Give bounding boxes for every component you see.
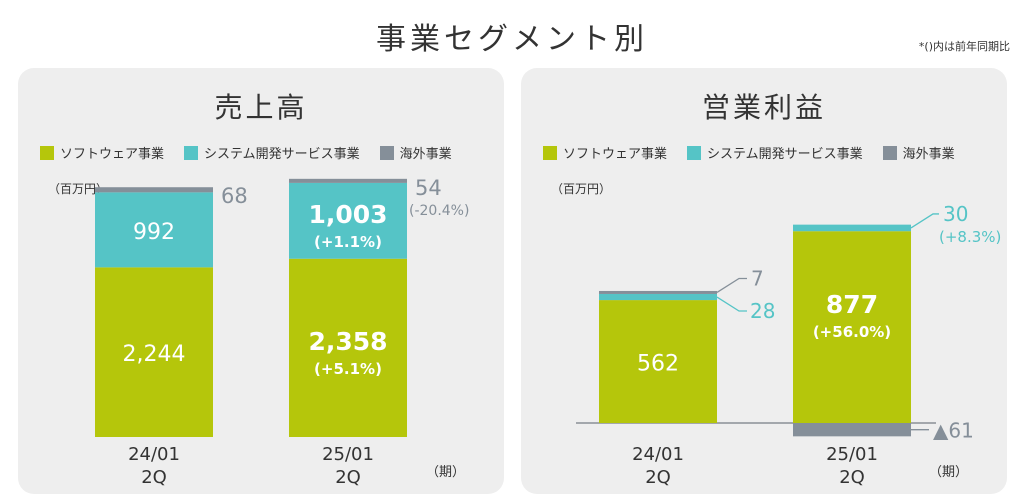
op-bar-software-0: [599, 300, 717, 423]
revenue-chart-panel: 売上高 ソフトウェア事業 システム開発サービス事業 海外事業 （百万円） 2,2…: [18, 68, 504, 494]
revenue-bar-software-1: [289, 258, 407, 437]
op-value-overseas-0: 7: [751, 266, 764, 290]
legend-swatch-overseas: [882, 145, 897, 160]
legend-item-software: ソフトウェア事業: [543, 143, 667, 162]
op-x-tick-period-1: 25/01: [826, 444, 878, 465]
revenue-value-overseas-0: 68: [221, 184, 248, 208]
legend-label-overseas: 海外事業: [399, 147, 452, 162]
operating-profit-plot: 56272824/012Q877(+56.0%)30(+8.3%)▲6125/0…: [576, 202, 1001, 488]
op-callout-line-system-1: [910, 213, 939, 229]
comparison-note: *()内は前年同期比: [918, 40, 1010, 53]
legend-label-system: システム開発サービス事業: [204, 147, 360, 162]
revenue-value-software-0: 2,244: [123, 342, 186, 367]
op-value-system-1: 30: [943, 202, 968, 226]
revenue-change-overseas-1: (-20.4%): [409, 203, 469, 219]
op-change-software-1: (+56.0%): [813, 323, 891, 341]
legend-item-system: システム開発サービス事業: [184, 143, 360, 162]
revenue-unit-label: （百万円）: [48, 182, 109, 196]
legend-label-system: システム開発サービス事業: [707, 147, 863, 162]
operating-profit-chart-title: 営業利益: [701, 91, 826, 124]
revenue-change-system-1: (+1.1%): [314, 233, 382, 251]
operating-profit-legend: ソフトウェア事業 システム開発サービス事業 海外事業: [543, 143, 955, 162]
op-callout-line-overseas-0: [716, 277, 747, 294]
revenue-value-system-0: 992: [133, 220, 175, 245]
op-change-system-1: (+8.3%): [939, 228, 1001, 246]
revenue-chart-title: 売上高: [214, 91, 308, 124]
revenue-value-overseas-1: 54: [415, 176, 442, 200]
legend-item-overseas: 海外事業: [882, 143, 955, 162]
op-bar-system-1: [793, 224, 911, 232]
revenue-period-label: （期）: [426, 465, 465, 480]
operating-profit-chart-panel: 営業利益 ソフトウェア事業 システム開発サービス事業 海外事業 （百万円） 56…: [521, 68, 1007, 494]
op-bar-overseas-0: [599, 290, 717, 294]
revenue-change-software-1: (+5.1%): [314, 360, 382, 378]
legend-swatch-system: [687, 145, 702, 160]
legend-item-overseas: 海外事業: [379, 143, 452, 162]
op-value-overseas-1: ▲61: [933, 419, 974, 443]
revenue-value-system-1: 1,003: [308, 200, 387, 229]
op-value-software-0: 562: [637, 352, 679, 377]
legend-swatch-overseas: [379, 145, 394, 160]
op-bar-overseas-1: [793, 423, 911, 437]
revenue-x-tick-quarter-0: 2Q: [141, 467, 167, 488]
legend-label-overseas: 海外事業: [902, 147, 955, 162]
op-bar-system-0: [599, 293, 717, 301]
legend-item-software: ソフトウェア事業: [40, 143, 164, 162]
revenue-bar-system-0: [95, 192, 213, 268]
op-value-software-1: 877: [826, 290, 878, 319]
revenue-x-tick-quarter-1: 2Q: [335, 467, 361, 488]
op-x-tick-period-0: 24/01: [632, 444, 684, 465]
op-callout-line-system-0: [716, 296, 747, 312]
revenue-legend: ソフトウェア事業 システム開発サービス事業 海外事業: [40, 143, 452, 162]
revenue-x-tick-period-1: 25/01: [322, 444, 374, 465]
op-period-label: （期）: [929, 465, 968, 480]
legend-swatch-system: [184, 145, 199, 160]
legend-label-software: ソフトウェア事業: [563, 147, 668, 162]
revenue-bar-overseas-0: [95, 187, 213, 193]
revenue-plot: 2,2449926824/012Q2,358(+5.1%)1,003(+1.1%…: [95, 176, 469, 488]
revenue-bar-system-1: [289, 182, 407, 259]
revenue-bar-software-0: [95, 267, 213, 437]
operating-profit-unit-label: （百万円）: [551, 182, 612, 196]
op-value-system-0: 28: [750, 299, 775, 323]
legend-swatch-software: [543, 145, 557, 160]
page-title: 事業セグメント別: [376, 22, 648, 57]
legend-item-system: システム開発サービス事業: [687, 143, 863, 162]
revenue-x-tick-period-0: 24/01: [128, 444, 180, 465]
revenue-bar-overseas-1: [289, 178, 407, 183]
legend-label-software: ソフトウェア事業: [60, 147, 165, 162]
legend-swatch-software: [40, 145, 54, 160]
op-x-tick-quarter-1: 2Q: [839, 467, 865, 488]
op-bar-software-1: [793, 231, 911, 423]
op-x-tick-quarter-0: 2Q: [645, 467, 671, 488]
revenue-value-software-1: 2,358: [308, 327, 387, 356]
